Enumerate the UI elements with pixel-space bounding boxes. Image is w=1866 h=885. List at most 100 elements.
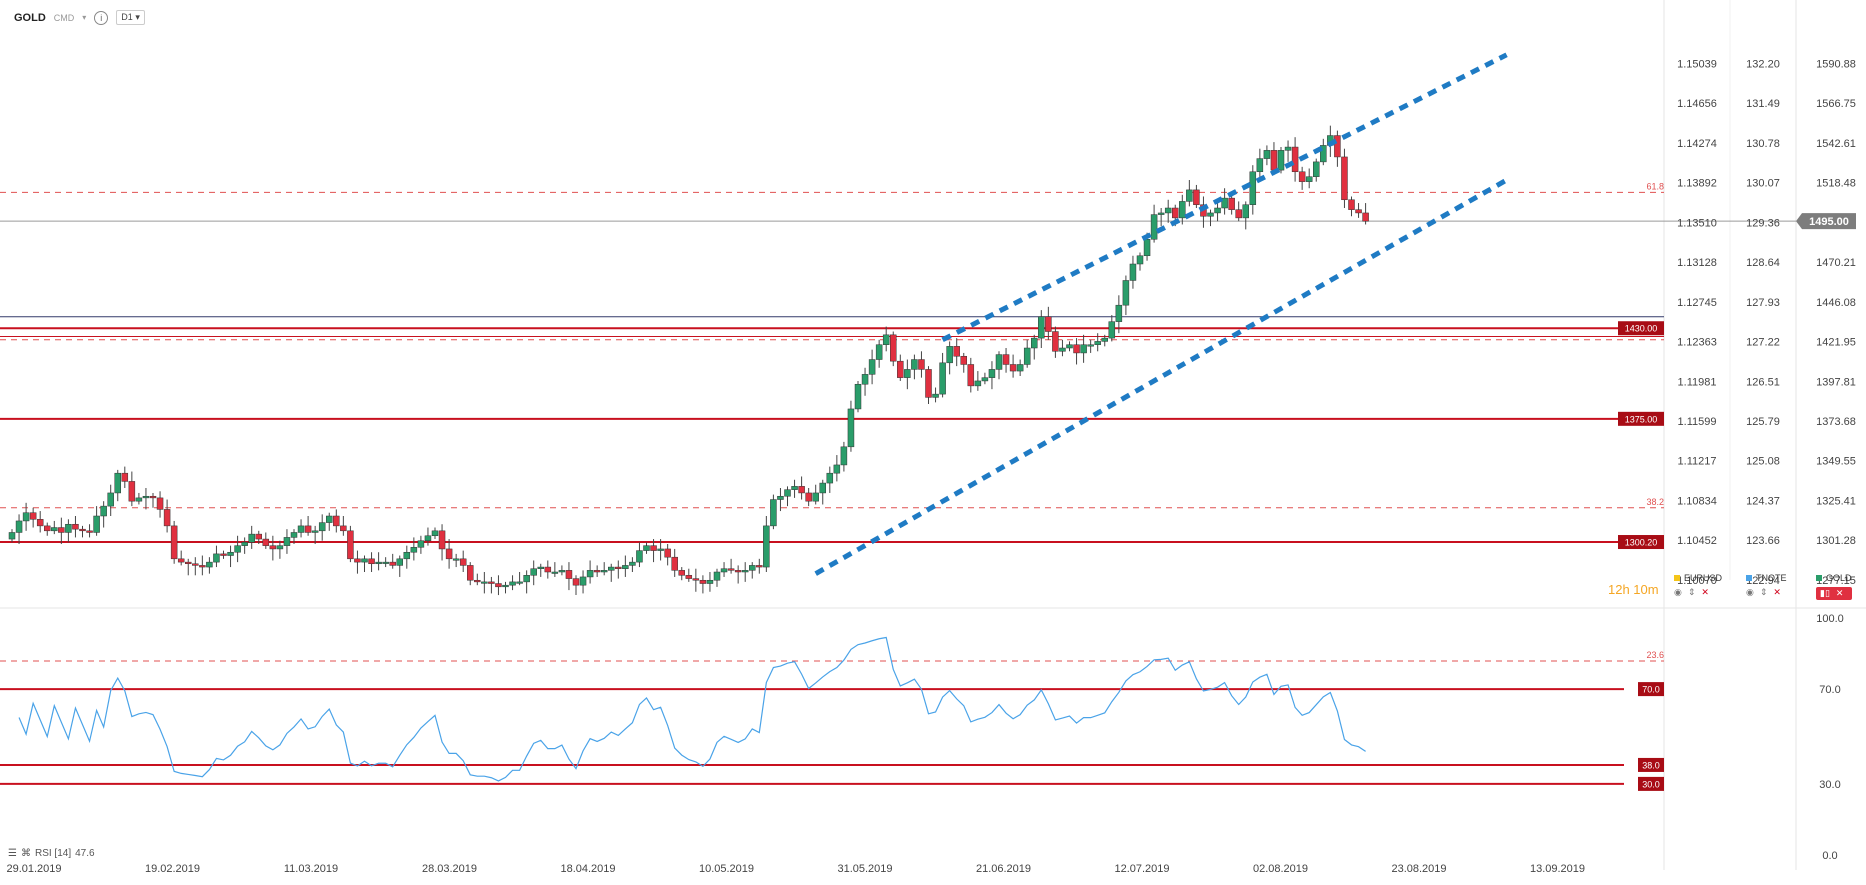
timeframe-select[interactable]: D1 ▾ <box>116 10 145 25</box>
candle-body <box>326 515 333 523</box>
candle-body <box>840 446 848 466</box>
legend-gold[interactable]: GOLD ▮▯ ✕ <box>1816 573 1852 600</box>
close-icon[interactable]: ✕ <box>1701 587 1709 597</box>
date-axis-tick: 23.08.2019 <box>1391 863 1446 875</box>
candle-body <box>847 408 855 448</box>
current-price-badge <box>1796 213 1856 230</box>
eurusd-axis-tick: 1.10452 <box>1677 535 1717 547</box>
sort-icon[interactable]: ⇕ <box>1687 587 1696 597</box>
fib-level-label: 61.8 <box>1646 181 1664 191</box>
candle-body <box>1038 316 1045 339</box>
eurusd-axis-tick: 1.12745 <box>1677 297 1717 309</box>
date-axis-tick: 11.03.2019 <box>284 863 338 875</box>
date-axis-tick: 29.01.2019 <box>6 863 61 875</box>
price-axis-tick: 1470.21 <box>1816 257 1856 269</box>
fib-level-label: 23.6 <box>1646 650 1664 660</box>
info-icon[interactable]: i <box>94 10 109 25</box>
rsi-level-tag <box>1638 682 1664 697</box>
legend-tnote[interactable]: TNOTE ◉ ⇕ ✕ <box>1746 573 1787 598</box>
candle-body <box>706 579 714 584</box>
tnote-axis-tick: 125.08 <box>1746 456 1780 468</box>
rsi-level-tag <box>1638 757 1664 772</box>
candle-body <box>262 538 270 546</box>
candle-body <box>1023 347 1031 365</box>
date-axis-tick: 12.07.2019 <box>1114 863 1169 875</box>
eurusd-axis-tick: 1.14274 <box>1677 138 1717 150</box>
eye-icon[interactable]: ◉ <box>1674 587 1682 597</box>
price-level-tag <box>1618 321 1664 336</box>
candle-body <box>177 558 185 563</box>
settings-icon[interactable]: ⌘ <box>20 848 31 859</box>
candle-body <box>861 374 869 385</box>
candle-body <box>481 581 488 584</box>
trend-channel[interactable] <box>814 52 1508 576</box>
candle-body <box>819 482 826 494</box>
candle-body <box>1263 150 1271 159</box>
candle-body <box>234 545 241 553</box>
eurusd-axis-tick: 1.13892 <box>1677 178 1717 190</box>
candle-body <box>79 528 86 532</box>
candle-body <box>1179 201 1186 219</box>
date-axis-tick: 13.09.2019 <box>1530 863 1585 875</box>
candle-body <box>868 359 876 375</box>
candle-body <box>1221 197 1228 209</box>
candle-body <box>1087 344 1094 347</box>
candle-body <box>650 545 657 551</box>
candle-body <box>163 509 171 527</box>
candle-body <box>107 492 114 507</box>
close-icon[interactable]: ✕ <box>1773 587 1781 597</box>
candle-body <box>988 369 996 378</box>
chart-toolbar: GOLD CMD ▾ i D1 ▾ <box>14 10 145 25</box>
candle-body <box>1150 214 1158 240</box>
candle-body <box>1235 209 1242 219</box>
price-axis-tick: 1590.88 <box>1816 58 1856 70</box>
candle-body <box>1172 207 1179 219</box>
rsi-value: 47.6 <box>75 848 95 859</box>
eye-icon[interactable]: ◉ <box>1746 587 1754 597</box>
candle-body <box>897 360 904 378</box>
sort-icon[interactable]: ⇕ <box>1759 587 1768 597</box>
candle-countdown: 12h 10m <box>1608 582 1659 597</box>
candle-body <box>1136 255 1144 265</box>
rsi-level-tag <box>1638 776 1664 791</box>
candle-body <box>678 570 685 576</box>
price-level-label: 1375.00 <box>1625 414 1658 424</box>
menu-icon[interactable]: ☰ <box>8 848 17 859</box>
candle-body <box>685 575 693 579</box>
candle-body <box>36 519 44 527</box>
candle-body <box>925 369 932 398</box>
candle-body <box>1341 156 1348 201</box>
horizontal-levels[interactable]: 1430.00 1375.00 1300.20 <box>0 220 1796 550</box>
candle-body <box>220 553 227 556</box>
candle-body <box>1059 347 1066 352</box>
candle-body <box>636 550 643 563</box>
candle-body <box>904 369 911 378</box>
rsi-axis-tick: 30.0 <box>1819 779 1840 791</box>
candle-body <box>593 570 601 573</box>
candle-body <box>671 556 678 571</box>
candle-body <box>713 571 721 581</box>
date-axis-tick: 31.05.2019 <box>837 863 892 875</box>
candle-body <box>467 565 474 581</box>
current-price-label: 1495.00 <box>1809 216 1849 228</box>
channel-line <box>814 177 1508 576</box>
candle-body <box>1228 197 1235 210</box>
candle-type-icon[interactable]: ▮▯ <box>1820 588 1830 598</box>
candle-body <box>657 548 664 551</box>
chevron-down-icon[interactable]: ▾ <box>82 13 87 22</box>
candle-body <box>1362 212 1369 222</box>
tnote-axis-tick: 127.93 <box>1746 297 1780 309</box>
candle-body <box>826 472 834 484</box>
candle-body <box>664 548 671 558</box>
close-icon[interactable]: ✕ <box>1835 588 1844 598</box>
candle-body <box>72 523 79 530</box>
candle-body <box>939 362 946 395</box>
candle-body <box>438 530 446 550</box>
price-axes: 1590.88 1.15039 132.20 1566.75 1.14656 131.49… <box>1677 58 1856 587</box>
symbol-name[interactable]: GOLD <box>14 11 46 24</box>
rsi-label[interactable]: ☰ ⌘ RSI [14] 47.6 <box>8 848 95 859</box>
candle-body <box>960 355 967 365</box>
candle-body <box>192 563 199 566</box>
legend-eurusd[interactable]: EURUSD ◉ ⇕ ✕ <box>1674 573 1722 598</box>
